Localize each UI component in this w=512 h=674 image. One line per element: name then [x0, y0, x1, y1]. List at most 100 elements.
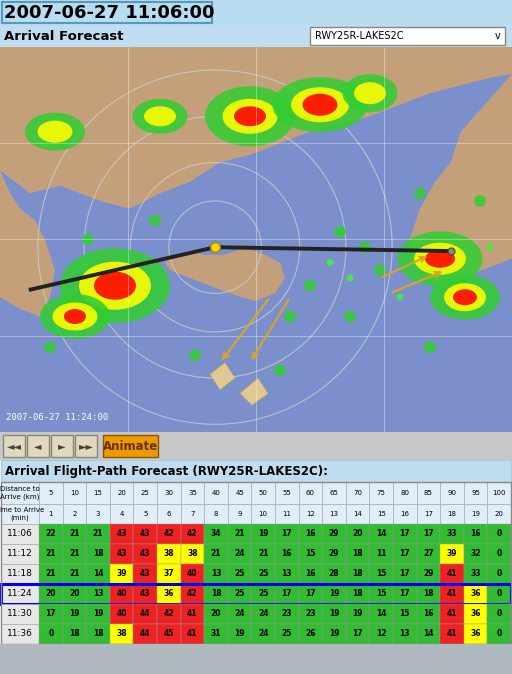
Bar: [369, 564, 393, 584]
Bar: [86, 524, 110, 544]
Bar: [322, 584, 346, 604]
Bar: [181, 544, 204, 564]
Bar: [275, 604, 298, 624]
Text: 11:12: 11:12: [7, 549, 33, 559]
Ellipse shape: [272, 78, 368, 132]
Bar: [39, 524, 62, 544]
Bar: [322, 544, 346, 564]
Bar: [275, 504, 298, 524]
Bar: [110, 544, 134, 564]
Text: 41: 41: [447, 570, 457, 578]
Text: 17: 17: [399, 570, 410, 578]
Text: 16: 16: [305, 530, 316, 539]
Text: 95: 95: [471, 490, 480, 496]
Text: 5: 5: [143, 511, 147, 517]
Bar: [1, 564, 39, 584]
Bar: [228, 624, 251, 644]
Bar: [487, 482, 511, 504]
Bar: [204, 584, 228, 604]
Text: 37: 37: [163, 570, 174, 578]
Text: 16: 16: [305, 570, 316, 578]
Bar: [62, 524, 86, 544]
Text: Arrival Flight-Path Forecast (RWY25R-LAKES2C):: Arrival Flight-Path Forecast (RWY25R-LAK…: [5, 464, 328, 477]
Bar: [298, 504, 322, 524]
Text: 23: 23: [305, 609, 316, 619]
Circle shape: [334, 226, 346, 238]
Text: 19: 19: [69, 609, 80, 619]
Bar: [322, 564, 346, 584]
Text: 14: 14: [423, 630, 434, 638]
Bar: [228, 584, 251, 604]
Text: 41: 41: [447, 590, 457, 599]
Bar: [204, 544, 228, 564]
Bar: [440, 624, 464, 644]
Text: 29: 29: [329, 549, 339, 559]
Bar: [417, 504, 440, 524]
Bar: [487, 564, 511, 584]
Text: 13: 13: [282, 570, 292, 578]
Polygon shape: [240, 378, 268, 405]
Text: 13: 13: [330, 511, 338, 517]
Bar: [86, 604, 110, 624]
Text: 80: 80: [400, 490, 409, 496]
Text: 11:30: 11:30: [7, 609, 33, 619]
Bar: [86, 624, 110, 644]
Text: 85: 85: [424, 490, 433, 496]
Text: 75: 75: [377, 490, 386, 496]
Bar: [181, 524, 204, 544]
Text: 17: 17: [282, 590, 292, 599]
Bar: [440, 504, 464, 524]
Text: 18: 18: [423, 590, 434, 599]
Text: 18: 18: [447, 511, 457, 517]
Text: 16: 16: [423, 609, 434, 619]
Text: 36: 36: [471, 630, 481, 638]
Bar: [298, 584, 322, 604]
Text: 20: 20: [352, 530, 363, 539]
Text: 15: 15: [94, 490, 102, 496]
Circle shape: [474, 195, 486, 207]
Text: 36: 36: [471, 590, 481, 599]
Text: 20: 20: [69, 590, 80, 599]
Text: 2: 2: [72, 511, 77, 517]
Text: 38: 38: [116, 630, 127, 638]
Polygon shape: [410, 74, 512, 286]
Circle shape: [189, 349, 201, 361]
Bar: [228, 564, 251, 584]
Bar: [417, 544, 440, 564]
Text: 21: 21: [46, 549, 56, 559]
Text: 100: 100: [493, 490, 506, 496]
Text: 34: 34: [211, 530, 221, 539]
Text: 18: 18: [93, 630, 103, 638]
Text: 40: 40: [187, 570, 198, 578]
Bar: [1, 482, 39, 504]
Ellipse shape: [205, 86, 295, 146]
Bar: [228, 604, 251, 624]
Text: 22: 22: [46, 530, 56, 539]
Text: 18: 18: [352, 549, 363, 559]
Bar: [251, 604, 275, 624]
Polygon shape: [0, 47, 512, 209]
Text: 30: 30: [164, 490, 173, 496]
Bar: [298, 604, 322, 624]
Bar: [369, 524, 393, 544]
Bar: [110, 624, 134, 644]
Bar: [417, 584, 440, 604]
Bar: [1, 544, 39, 564]
Bar: [86, 482, 110, 504]
Bar: [62, 544, 86, 564]
Text: ►: ►: [58, 441, 66, 451]
Circle shape: [44, 341, 56, 353]
Bar: [369, 604, 393, 624]
Bar: [3, 435, 25, 457]
Ellipse shape: [60, 248, 170, 324]
Text: 28: 28: [329, 570, 339, 578]
Bar: [228, 524, 251, 544]
Bar: [298, 624, 322, 644]
Bar: [393, 604, 417, 624]
Bar: [134, 544, 157, 564]
Text: 43: 43: [140, 590, 151, 599]
Text: 19: 19: [234, 630, 245, 638]
Bar: [393, 564, 417, 584]
Text: 18: 18: [93, 549, 103, 559]
Bar: [322, 482, 346, 504]
